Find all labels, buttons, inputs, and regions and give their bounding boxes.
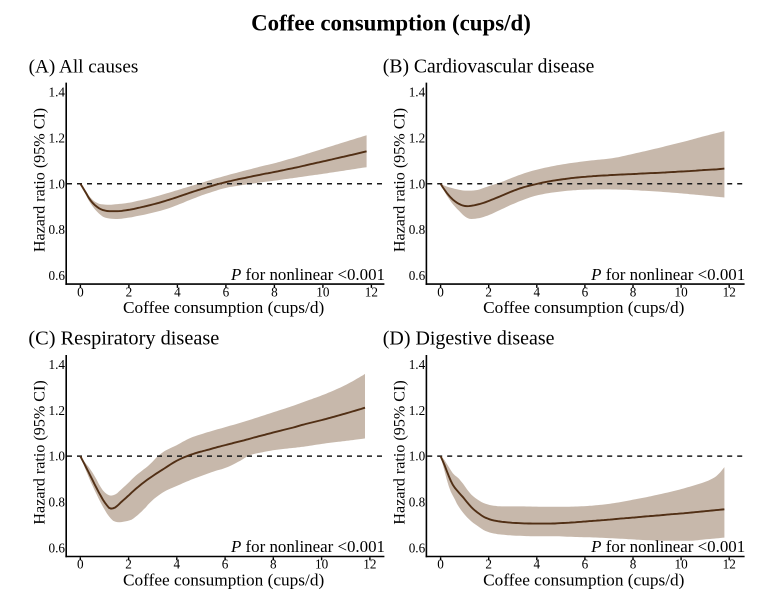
- svg-text:1.2: 1.2: [49, 130, 65, 145]
- svg-text:1.4: 1.4: [49, 357, 66, 372]
- svg-text:0.8: 0.8: [49, 222, 66, 237]
- svg-text:4: 4: [534, 284, 541, 299]
- svg-text:0.6: 0.6: [409, 541, 426, 556]
- svg-text:6: 6: [223, 284, 230, 299]
- svg-text:P for nonlinear <0.001: P for nonlinear <0.001: [590, 265, 745, 284]
- svg-text:12: 12: [723, 557, 736, 572]
- svg-text:Coffee consumption (cups/d): Coffee consumption (cups/d): [483, 298, 684, 317]
- svg-text:0: 0: [437, 557, 444, 572]
- svg-text:4: 4: [534, 557, 541, 572]
- svg-text:1.2: 1.2: [49, 403, 65, 418]
- svg-text:12: 12: [723, 284, 736, 299]
- svg-text:0: 0: [437, 284, 444, 299]
- svg-text:1.2: 1.2: [409, 130, 425, 145]
- svg-text:(D) Digestive disease: (D) Digestive disease: [383, 328, 555, 350]
- svg-text:1.4: 1.4: [409, 85, 426, 100]
- svg-text:2: 2: [485, 284, 492, 299]
- svg-text:1.2: 1.2: [409, 403, 425, 418]
- svg-text:6: 6: [582, 284, 589, 299]
- svg-text:1.0: 1.0: [49, 176, 66, 191]
- svg-text:P for nonlinear <0.001: P for nonlinear <0.001: [230, 537, 385, 556]
- svg-text:6: 6: [582, 557, 589, 572]
- svg-text:(C) Respiratory disease: (C) Respiratory disease: [28, 328, 219, 350]
- svg-text:0: 0: [77, 557, 84, 572]
- svg-text:10: 10: [316, 284, 330, 299]
- svg-text:1.4: 1.4: [49, 85, 66, 100]
- svg-text:Coffee consumption (cups/d): Coffee consumption (cups/d): [123, 570, 324, 589]
- svg-text:10: 10: [675, 557, 689, 572]
- svg-text:P for nonlinear <0.001: P for nonlinear <0.001: [590, 537, 745, 556]
- svg-text:2: 2: [126, 284, 133, 299]
- svg-text:8: 8: [270, 557, 277, 572]
- svg-text:8: 8: [630, 557, 637, 572]
- svg-text:0: 0: [77, 284, 84, 299]
- svg-text:4: 4: [174, 557, 181, 572]
- svg-text:4: 4: [174, 284, 181, 299]
- svg-text:Coffee consumption (cups/d): Coffee consumption (cups/d): [251, 11, 531, 36]
- svg-text:6: 6: [222, 557, 229, 572]
- svg-text:12: 12: [363, 557, 376, 572]
- svg-text:Coffee consumption (cups/d): Coffee consumption (cups/d): [483, 570, 684, 589]
- svg-text:12: 12: [365, 284, 378, 299]
- svg-text:0.6: 0.6: [49, 268, 66, 283]
- svg-text:Hazard ratio (95% CI): Hazard ratio (95% CI): [32, 380, 49, 524]
- svg-text:1.4: 1.4: [409, 357, 426, 372]
- svg-text:8: 8: [271, 284, 278, 299]
- svg-text:1.0: 1.0: [49, 449, 66, 464]
- svg-text:0.6: 0.6: [49, 541, 66, 556]
- svg-text:(B) Cardiovascular disease: (B) Cardiovascular disease: [383, 55, 595, 77]
- svg-text:10: 10: [315, 557, 329, 572]
- svg-text:2: 2: [125, 557, 132, 572]
- svg-text:0.8: 0.8: [409, 495, 426, 510]
- svg-text:2: 2: [485, 557, 492, 572]
- svg-text:1.0: 1.0: [409, 176, 426, 191]
- svg-text:(A) All causes: (A) All causes: [29, 56, 139, 77]
- svg-text:Hazard ratio (95% CI): Hazard ratio (95% CI): [392, 380, 409, 524]
- svg-text:0.8: 0.8: [49, 495, 66, 510]
- svg-text:10: 10: [675, 284, 689, 299]
- svg-text:8: 8: [630, 284, 637, 299]
- svg-text:Hazard ratio (95% CI): Hazard ratio (95% CI): [32, 108, 49, 252]
- svg-text:0.6: 0.6: [409, 268, 426, 283]
- svg-text:Coffee consumption (cups/d): Coffee consumption (cups/d): [123, 298, 324, 317]
- svg-text:P for nonlinear <0.001: P for nonlinear <0.001: [230, 265, 385, 284]
- svg-text:Hazard ratio (95% CI): Hazard ratio (95% CI): [392, 108, 409, 252]
- svg-text:1.0: 1.0: [409, 449, 426, 464]
- svg-text:0.8: 0.8: [409, 222, 426, 237]
